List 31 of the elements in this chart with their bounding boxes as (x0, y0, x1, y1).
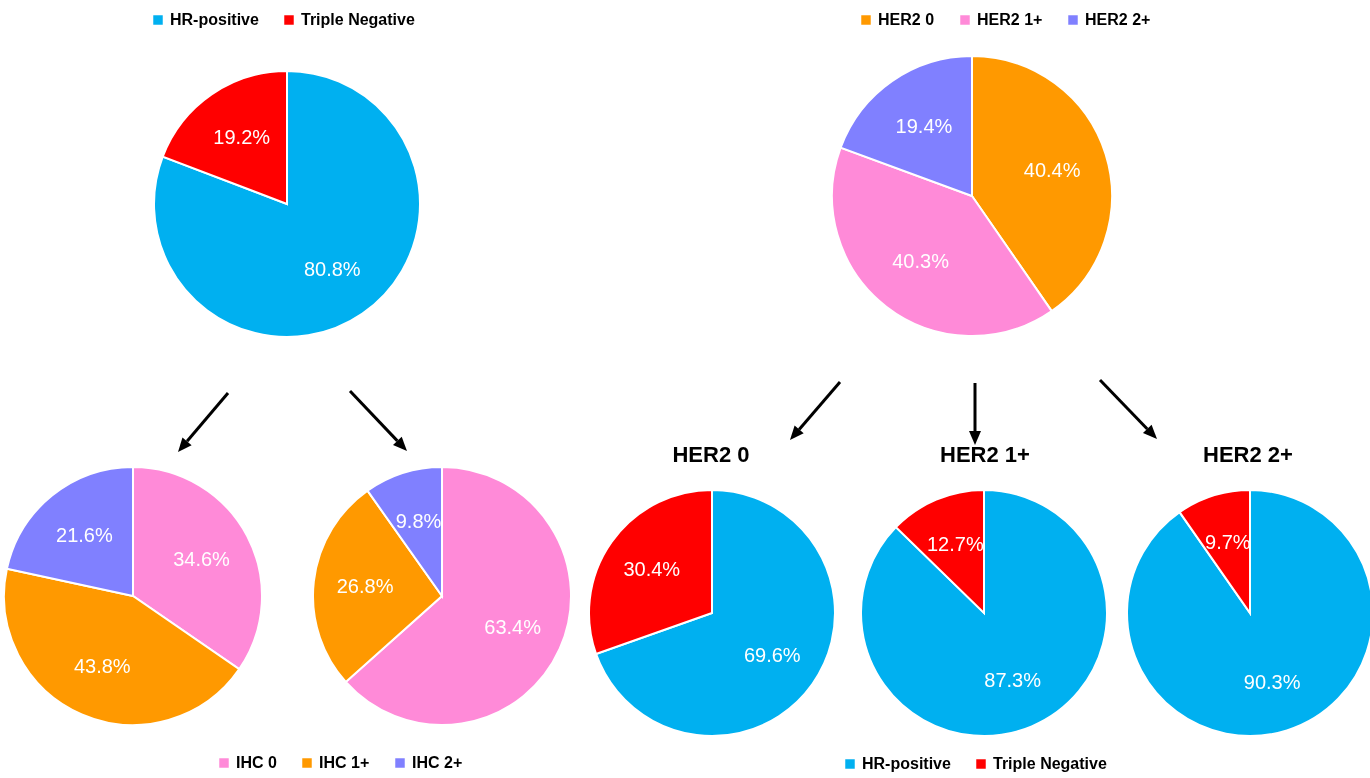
legend-label: HR-positive (170, 11, 259, 28)
data-label: 40.3% (892, 250, 950, 273)
data-label: 19.4% (895, 115, 953, 138)
data-label: 34.6% (173, 548, 231, 570)
legend-label: HER2 2+ (1085, 11, 1151, 28)
legend-label: HER2 1+ (977, 11, 1043, 28)
legend-label: Triple Negative (301, 11, 415, 28)
data-label: 63.4% (484, 615, 542, 638)
slice-label: HER2 0 (672, 442, 750, 467)
slice-label: HER2 1+ (940, 442, 1030, 467)
data-label: 9.7% (1205, 530, 1251, 553)
legend-label: IHC 2+ (412, 754, 463, 771)
data-label: 40.4% (1023, 158, 1081, 181)
legend-label: IHC 1+ (319, 754, 370, 771)
data-label: 19.2% (213, 126, 271, 149)
data-label: 87.3% (984, 669, 1042, 691)
data-label: 26.8% (336, 575, 394, 598)
data-label: 80.8% (303, 257, 361, 280)
data-label: 21.6% (56, 523, 113, 546)
legend-label: HER2 0 (878, 11, 935, 28)
slice-label: HER2 2+ (1203, 442, 1293, 467)
pie-slice (153, 70, 421, 338)
data-label: 69.6% (743, 643, 801, 666)
legend-label: HR-positive (862, 755, 951, 772)
data-label: 90.3% (1243, 671, 1301, 694)
legend-label: Triple Negative (993, 755, 1107, 772)
data-label: 9.8% (395, 510, 442, 533)
data-label: 43.8% (73, 655, 131, 678)
data-label: 30.4% (623, 558, 681, 581)
data-label: 12.7% (926, 533, 984, 555)
legend-label: IHC 0 (236, 754, 277, 771)
